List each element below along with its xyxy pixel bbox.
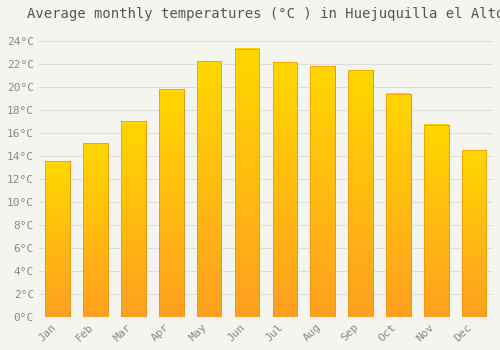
Bar (234, 49, 260, 317)
Bar (46, 161, 70, 317)
Bar (424, 125, 448, 317)
Title: Average monthly temperatures (°C ) in Huejuquilla el Alto: Average monthly temperatures (°C ) in Hu… (27, 7, 500, 21)
Bar (84, 143, 108, 317)
Bar (310, 66, 335, 317)
Bar (159, 89, 184, 317)
Bar (386, 93, 410, 317)
Bar (348, 70, 373, 317)
Bar (197, 61, 222, 317)
Bar (121, 121, 146, 317)
Bar (462, 150, 486, 317)
Bar (272, 62, 297, 317)
